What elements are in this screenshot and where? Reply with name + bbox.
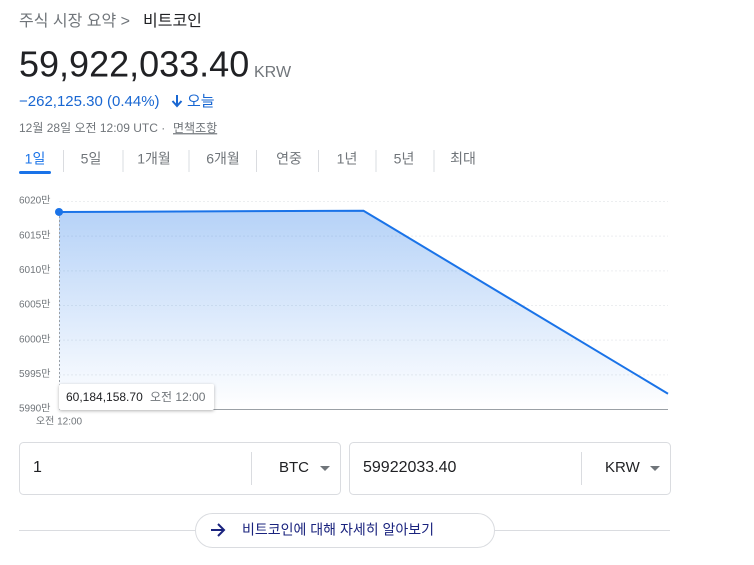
price: 59,922,033.40: [19, 44, 249, 85]
down-arrow: [171, 95, 183, 108]
breadcrumb-current: 비트코인: [143, 12, 202, 30]
y-tick-label: 5995만: [19, 368, 50, 380]
change-period: 오늘: [187, 93, 215, 110]
dropdown-caret[interactable]: [320, 466, 330, 471]
hover-point: [55, 207, 63, 216]
currency: KRW: [254, 64, 292, 81]
tab-indicator: [19, 171, 51, 174]
from-box[interactable]: [19, 442, 341, 495]
y-tick-label: 6015만: [19, 229, 50, 241]
tooltip-value: 60,184,158.70: [66, 390, 143, 404]
area: [59, 210, 668, 409]
from-amount[interactable]: 1: [33, 459, 42, 476]
price-line: [58, 209, 669, 395]
range-tab[interactable]: 1개월: [137, 151, 171, 167]
tooltip: [59, 384, 214, 410]
from-unit[interactable]: BTC: [279, 459, 309, 476]
dropdown-caret[interactable]: [650, 466, 660, 471]
range-tab[interactable]: 6개월: [206, 151, 240, 167]
breadcrumb[interactable]: 주식 시장 요약 >: [19, 12, 130, 30]
range-tab[interactable]: 1년: [337, 151, 358, 167]
timestamp: 12월 28일 오전 12:09 UTC ·: [19, 121, 165, 135]
tooltip-time: 오전 12:00: [150, 390, 206, 404]
y-tick-label: 6000만: [19, 333, 50, 345]
range-tab[interactable]: 최대: [450, 151, 476, 167]
price-change: −262,125.30 (0.44%): [19, 93, 160, 110]
to-amount[interactable]: 59922033.40: [363, 459, 457, 476]
y-tick-label: 6020만: [19, 195, 50, 207]
y-tick-label: 6005만: [19, 299, 50, 311]
y-tick-label: 5990만: [19, 403, 50, 415]
arrow-icon: [211, 523, 226, 537]
range-tab[interactable]: 연중: [276, 151, 302, 167]
x-tick-label: 오전 12:00: [36, 416, 83, 428]
to-unit[interactable]: KRW: [605, 459, 641, 476]
y-tick-label: 6010만: [19, 264, 50, 276]
disclaimer-link[interactable]: 면책조항: [173, 120, 217, 135]
learn-more-text[interactable]: 비트코인에 대해 자세히 알아보기: [242, 522, 434, 538]
range-tab[interactable]: 5년: [394, 151, 415, 167]
range-tabs: 1일 5일 1개월 6개월 연중 1년 5년 최대: [19, 150, 476, 174]
to-box[interactable]: [349, 442, 671, 495]
range-tab[interactable]: 1일: [25, 151, 46, 167]
range-tab[interactable]: 5일: [81, 151, 102, 167]
learn-more-button[interactable]: [195, 513, 495, 548]
